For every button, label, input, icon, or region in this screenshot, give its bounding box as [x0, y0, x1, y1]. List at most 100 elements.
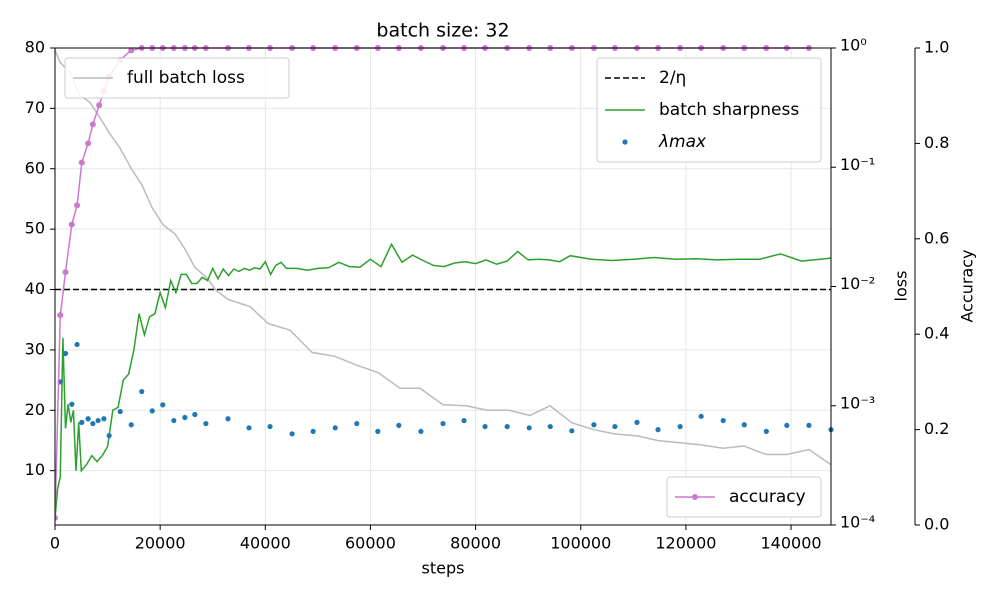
y-tick-label: 50 [25, 219, 45, 238]
scatter-point [354, 420, 360, 427]
x-tick-label: 60000 [345, 534, 396, 553]
scatter-point [375, 428, 381, 435]
line-marker [128, 47, 135, 54]
scatter-point [763, 428, 769, 435]
legend-box [64, 57, 290, 99]
scatter-point [461, 417, 467, 424]
scatter-point [418, 428, 424, 435]
scatter-point [569, 428, 575, 434]
line-marker [55, 514, 58, 521]
legend-label: batch sharpness [659, 100, 799, 120]
plot-area [55, 45, 834, 521]
scatter-point [720, 417, 726, 424]
y2-tick-label: 10⁻⁴ [840, 513, 875, 532]
scatter-point [310, 428, 316, 435]
legend-box [596, 57, 822, 163]
line-marker [57, 312, 64, 319]
scatter-point [289, 431, 295, 437]
scatter-point [192, 411, 198, 418]
scatter-point [741, 422, 747, 428]
chart-title: batch size: 32 [376, 20, 509, 42]
scatter-point [612, 423, 618, 430]
scatter-point [74, 341, 80, 348]
series-line [55, 49, 832, 466]
y2-tick-label: 10⁻³ [840, 393, 875, 412]
legend-label: 2/η [659, 68, 686, 88]
y-tick-label: 20 [25, 400, 45, 419]
y-tick-label: 60 [25, 158, 45, 177]
y-tick-label: 80 [25, 38, 45, 57]
y2-tick-label: 10⁰ [840, 36, 867, 55]
x-tick-label: 20000 [135, 534, 186, 553]
scatter-point [504, 423, 510, 430]
scatter-point [117, 408, 123, 415]
x-tick-label: 0 [50, 534, 60, 553]
x-tick-label: 80000 [450, 534, 501, 553]
line-marker [85, 140, 92, 147]
y3-tick-label: 0.6 [924, 228, 949, 247]
scatter-point [677, 423, 683, 430]
legend-label: accuracy [729, 487, 806, 507]
y2-tick-label: 10⁻² [840, 274, 875, 293]
scatter-point [655, 427, 661, 433]
legend-label: λmax [658, 132, 707, 152]
scatter-point [149, 408, 155, 414]
scatter-point [160, 402, 166, 408]
y3-tick-label: 0.0 [924, 515, 949, 534]
scatter-point [182, 414, 188, 421]
scatter-point [784, 422, 790, 428]
scatter-point [547, 423, 553, 430]
legend-box [666, 476, 822, 518]
y3-tick-label: 0.8 [924, 133, 949, 152]
scatter-point [101, 416, 107, 422]
scatter-point [396, 422, 402, 428]
y2-tick-label: 10⁻¹ [840, 155, 875, 174]
scatter-point [203, 420, 209, 427]
x-tick-label: 40000 [240, 534, 291, 553]
line-marker [62, 269, 69, 276]
x-tick-label: 120000 [655, 534, 716, 553]
scatter-point [246, 425, 252, 431]
scatter-point [106, 433, 112, 439]
scatter-point [85, 416, 91, 422]
y-tick-label: 70 [25, 98, 45, 117]
scatter-point [332, 425, 338, 431]
scatter-point [69, 401, 75, 407]
y3-tick-label: 0.4 [924, 324, 949, 343]
line-marker [78, 159, 85, 166]
scatter-point [526, 425, 532, 431]
x-axis-label: steps [422, 559, 465, 578]
scatter-point [806, 422, 812, 428]
scatter-point [634, 419, 640, 425]
scatter-point [171, 417, 177, 424]
legend: 2/η batch sharpness λmax [596, 57, 822, 163]
legend-marker [692, 494, 698, 500]
line-marker [89, 121, 96, 128]
y-tick-label: 40 [25, 279, 45, 298]
y-tick-label: 30 [25, 339, 45, 358]
line-marker [68, 221, 75, 228]
legend: full batch loss [64, 57, 290, 99]
x-tick-label: 100000 [550, 534, 611, 553]
y3-axis-label: Accuracy [958, 249, 977, 322]
scatter-point [440, 420, 446, 427]
legend: accuracy [666, 476, 822, 518]
scatter-point [95, 417, 101, 424]
scatter-point [79, 419, 85, 425]
y2-axis-label: loss [892, 271, 911, 302]
scatter-point [591, 422, 597, 428]
series-line [55, 242, 832, 520]
legend-label: full batch loss [127, 68, 245, 88]
legend-swatch [622, 139, 628, 145]
y-tick-label: 10 [25, 460, 45, 479]
scatter-point [62, 350, 69, 357]
scatter-point [225, 416, 231, 422]
scatter-point [128, 422, 134, 428]
scatter-point [267, 423, 273, 430]
scatter-point [139, 388, 145, 395]
scatter-point [698, 413, 704, 419]
x-tick-label: 140000 [761, 534, 822, 553]
scatter-point [90, 420, 96, 427]
scatter-point [482, 423, 488, 430]
